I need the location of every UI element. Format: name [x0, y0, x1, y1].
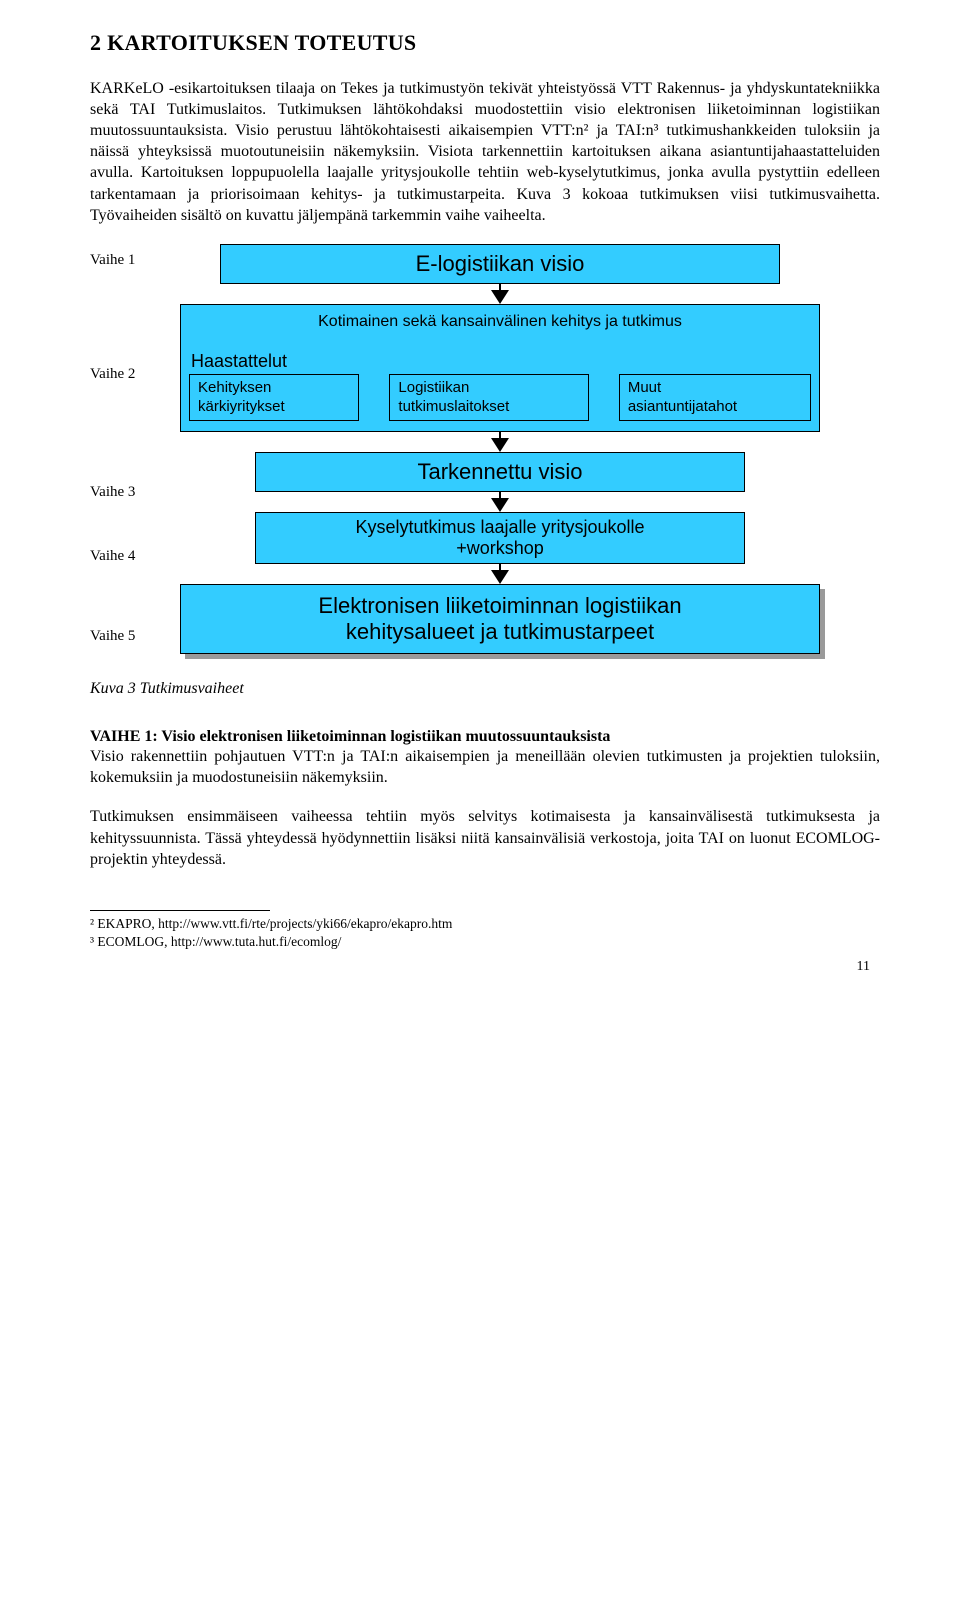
subbox-line: Muut	[628, 379, 802, 398]
footnote-separator	[90, 910, 270, 911]
arrow-2	[180, 432, 820, 452]
subbox-line: kärkiyritykset	[198, 398, 350, 417]
phase-label-3: Vaihe 3	[90, 484, 135, 501]
subbox-line: asiantuntijatahot	[628, 398, 802, 417]
footnote-2: ² EKAPRO, http://www.vtt.fi/rte/projects…	[90, 915, 880, 933]
arrow-4	[180, 564, 820, 584]
research-phases-diagram: Vaihe 1 Vaihe 2 Vaihe 3 Vaihe 4 Vaihe 5 …	[90, 244, 880, 655]
arrow-3	[180, 492, 820, 512]
result-line: Elektronisen liiketoiminnan logistiikan	[181, 593, 819, 619]
subbox-line: Kehityksen	[198, 379, 350, 398]
survey-line: +workshop	[256, 538, 744, 559]
result-box: Elektronisen liiketoiminnan logistiikan …	[180, 584, 820, 654]
page-number: 11	[90, 959, 880, 975]
subbox-experts: Muut asiantuntijatahot	[619, 374, 811, 422]
arrow-1	[180, 284, 820, 304]
phase-label-2: Vaihe 2	[90, 366, 135, 383]
subbox-institutes: Logistiikan tutkimuslaitokset	[389, 374, 588, 422]
phase-label-4: Vaihe 4	[90, 548, 135, 565]
refined-vision-box: Tarkennettu visio	[255, 452, 745, 492]
subbox-companies: Kehityksen kärkiyritykset	[189, 374, 359, 422]
intro-paragraph: KARKeLO -esikartoituksen tilaaja on Teke…	[90, 78, 880, 226]
phase-label-1: Vaihe 1	[90, 252, 135, 269]
figure-caption: Kuva 3 Tutkimusvaiheet	[90, 680, 880, 698]
footnote-3: ³ ECOMLOG, http://www.tuta.hut.fi/ecomlo…	[90, 933, 880, 951]
subbox-line: Logistiikan	[398, 379, 579, 398]
phase2-title: Kotimainen sekä kansainvälinen kehitys j…	[189, 313, 811, 331]
interviews-label: Haastattelut	[191, 351, 811, 372]
phase1-paragraph-1: Visio rakennettiin pohjautuen VTT:n ja T…	[90, 746, 880, 788]
phase1-heading: VAIHE 1: Visio elektronisen liiketoiminn…	[90, 728, 880, 746]
phase2-container: Kotimainen sekä kansainvälinen kehitys j…	[180, 304, 820, 433]
subbox-line: tutkimuslaitokset	[398, 398, 579, 417]
phase1-paragraph-2: Tutkimuksen ensimmäiseen vaiheessa tehti…	[90, 806, 880, 869]
survey-line: Kyselytutkimus laajalle yritysjoukolle	[256, 517, 744, 538]
vision-box: E-logistiikan visio	[220, 244, 780, 284]
survey-box: Kyselytutkimus laajalle yritysjoukolle +…	[255, 512, 745, 564]
result-line: kehitysalueet ja tutkimustarpeet	[181, 619, 819, 645]
phase-label-5: Vaihe 5	[90, 628, 135, 645]
section-heading: 2 KARTOITUKSEN TOTEUTUS	[90, 30, 880, 56]
